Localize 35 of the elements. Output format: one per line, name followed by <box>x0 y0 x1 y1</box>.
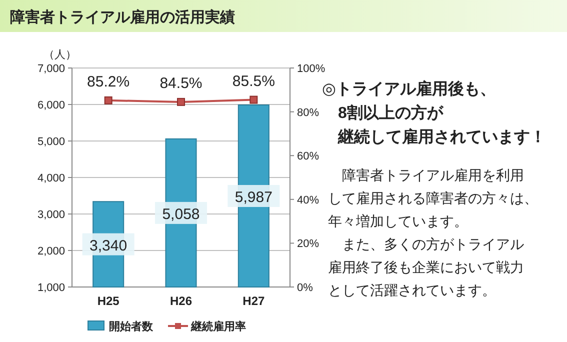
y-axis-title: （人） <box>44 49 76 61</box>
y-tick-label: 1,000 <box>37 282 65 294</box>
y-tick-label: 3,000 <box>37 209 65 221</box>
data-label: 3,340 <box>90 237 128 254</box>
data-label: 5,058 <box>162 206 200 223</box>
text: として活躍されています。 <box>328 282 496 298</box>
y2-tick-label: 20% <box>297 238 320 250</box>
text: 年々増加しています。 <box>328 213 468 229</box>
y2-tick-label: 80% <box>297 106 320 119</box>
y2-tick-label: 100% <box>297 63 326 75</box>
chart-title: 障害者トライアル雇用の活用実績 <box>10 8 235 26</box>
text: して雇用される障害者の方々は、 <box>328 190 538 206</box>
y2-tick-label: 40% <box>297 194 320 206</box>
legend-label: 開始者数 <box>109 320 154 333</box>
text: 継続して雇用されています！ <box>322 127 546 146</box>
y2-tick-label: 0% <box>297 282 314 294</box>
text: ◎トライアル雇用後も、 <box>322 79 496 98</box>
x-tick-label: H27 <box>242 294 265 308</box>
x-tick-label: H26 <box>170 294 192 308</box>
y-tick-label: 7,000 <box>37 63 65 75</box>
data-label: 84.5% <box>160 74 202 92</box>
data-label: 5,987 <box>234 188 272 206</box>
text: 障害者トライアル雇用を利用 <box>328 167 524 183</box>
legend-label: 継続雇用率 <box>190 320 246 333</box>
x-tick-label: H25 <box>97 294 120 308</box>
text: また、多くの方がトライアル <box>328 236 524 252</box>
data-label: 85.5% <box>232 72 275 90</box>
y2-tick-label: 60% <box>297 150 320 163</box>
text: 8割以上の方が <box>322 103 444 122</box>
text: 雇用終了後も企業において戦力 <box>328 259 524 275</box>
data-label: 85.2% <box>87 73 130 90</box>
y-tick-label: 5,000 <box>37 136 65 148</box>
y-tick-label: 2,000 <box>37 246 65 258</box>
y-tick-label: 4,000 <box>37 172 65 184</box>
y-tick-label: 6,000 <box>37 100 65 112</box>
